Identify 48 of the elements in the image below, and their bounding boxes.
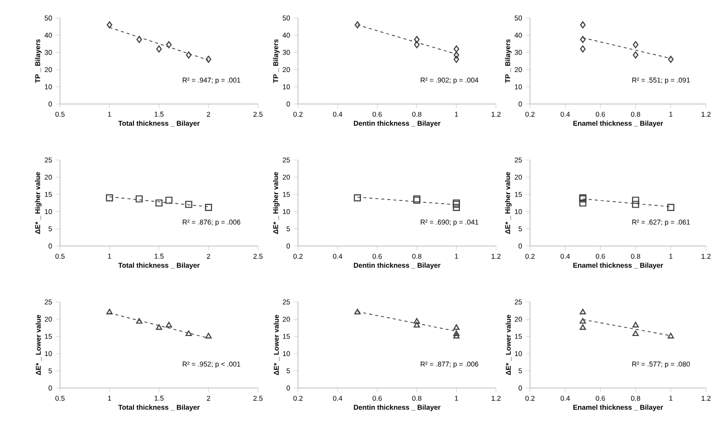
point [453, 324, 460, 330]
point [354, 21, 360, 28]
point [354, 194, 361, 202]
point [166, 41, 172, 48]
point [155, 199, 163, 207]
point [454, 56, 460, 63]
point [632, 41, 638, 48]
point [165, 196, 172, 204]
point [668, 56, 674, 63]
point [206, 56, 212, 63]
point [106, 194, 114, 202]
point [156, 324, 162, 330]
point [186, 330, 192, 336]
point [454, 51, 460, 59]
point [452, 204, 460, 212]
point [579, 199, 586, 207]
point [156, 45, 162, 53]
point [414, 36, 420, 44]
point [414, 318, 420, 324]
point [580, 318, 586, 324]
point [166, 322, 172, 328]
point [414, 41, 420, 48]
point [580, 21, 586, 28]
point [453, 332, 460, 338]
point [632, 322, 639, 328]
point [136, 195, 143, 202]
point [186, 51, 192, 59]
point [414, 322, 420, 328]
point [667, 204, 674, 212]
point [453, 330, 460, 336]
point [205, 332, 212, 338]
point [632, 330, 639, 336]
point [106, 21, 112, 28]
point [668, 332, 674, 338]
point [580, 36, 586, 44]
point [136, 36, 142, 44]
point [204, 204, 212, 212]
point [580, 45, 586, 53]
point [106, 308, 113, 314]
point [632, 51, 638, 59]
point [580, 324, 586, 330]
point [185, 200, 192, 208]
point [632, 196, 640, 204]
point [354, 308, 361, 314]
point [454, 45, 460, 53]
point [136, 318, 142, 324]
point [580, 308, 586, 314]
point [632, 200, 640, 208]
